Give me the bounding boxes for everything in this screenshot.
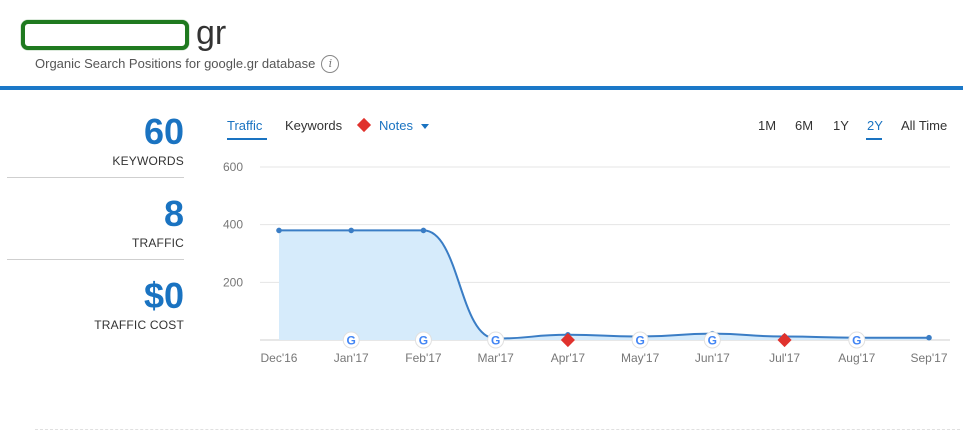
x-tick-label: Apr'17 bbox=[551, 351, 586, 365]
kpi-divider bbox=[7, 177, 184, 178]
range-2y[interactable]: 2Y bbox=[867, 118, 883, 133]
google-update-icon: G bbox=[419, 334, 428, 348]
info-icon[interactable]: i bbox=[321, 55, 340, 73]
x-tick-label: Aug'17 bbox=[838, 351, 875, 365]
kpi-traffic[interactable]: 8 TRAFFIC bbox=[7, 193, 184, 251]
google-update-icon: G bbox=[635, 334, 644, 348]
x-tick-label: Feb'17 bbox=[405, 351, 442, 365]
chevron-down-icon[interactable] bbox=[421, 124, 429, 129]
bottom-divider bbox=[35, 429, 960, 430]
data-point bbox=[926, 334, 932, 341]
kpi-keywords[interactable]: 60 KEYWORDS bbox=[7, 111, 184, 169]
google-update-marker-bg bbox=[487, 331, 505, 349]
redacted-domain-box bbox=[21, 20, 189, 50]
google-update-icon: G bbox=[708, 334, 717, 348]
domain-title-suffix: gr bbox=[196, 14, 227, 52]
x-tick-label: Jul'17 bbox=[769, 351, 800, 365]
x-tick-label: Dec'16 bbox=[261, 351, 298, 365]
y-tick-label: 600 bbox=[223, 160, 243, 174]
google-update-marker-bg bbox=[342, 331, 360, 349]
subtitle-text: Organic Search Positions for google.gr d… bbox=[35, 56, 316, 71]
note-marker-icon bbox=[560, 332, 575, 348]
google-update-icon: G bbox=[491, 334, 500, 348]
tab-traffic[interactable]: Traffic bbox=[227, 118, 263, 133]
google-update-icon: G bbox=[347, 334, 356, 348]
range-1y[interactable]: 1Y bbox=[833, 118, 849, 133]
range-6m[interactable]: 6M bbox=[795, 118, 814, 133]
kpi-traffic-label: TRAFFIC bbox=[131, 236, 184, 250]
google-update-marker-bg bbox=[703, 331, 721, 349]
google-update-icon: G bbox=[852, 334, 861, 348]
range-all-time[interactable]: All Time bbox=[901, 118, 948, 133]
tab-notes[interactable]: Notes bbox=[379, 118, 413, 133]
data-point bbox=[348, 227, 355, 234]
kpi-keywords-value: 60 bbox=[143, 111, 184, 152]
data-point bbox=[276, 227, 282, 234]
range-1m[interactable]: 1M bbox=[758, 118, 777, 133]
x-tick-label: Jan'17 bbox=[334, 351, 369, 365]
kpi-traffic-value: 8 bbox=[163, 193, 184, 234]
google-update-marker-bg bbox=[848, 331, 866, 349]
kpi-divider bbox=[7, 259, 184, 260]
kpi-traffic-cost[interactable]: $0 TRAFFIC COST bbox=[7, 275, 184, 333]
series-area bbox=[279, 230, 929, 340]
x-tick-label: Mar'17 bbox=[478, 351, 515, 365]
google-update-marker-bg bbox=[414, 331, 432, 349]
series-line bbox=[278, 229, 929, 340]
data-point bbox=[420, 227, 427, 234]
google-update-marker-bg bbox=[631, 331, 649, 349]
x-tick-label: Jun'17 bbox=[695, 351, 730, 365]
x-tick-label: May'17 bbox=[621, 351, 660, 365]
page-subtitle: Organic Search Positions for google.gr d… bbox=[35, 55, 340, 73]
tab-traffic-underline bbox=[227, 138, 267, 140]
kpi-traffic-cost-value: $0 bbox=[143, 275, 184, 316]
x-tick-label: Sep'17 bbox=[911, 351, 948, 365]
header-rule bbox=[0, 86, 963, 90]
y-tick-label: 200 bbox=[223, 275, 243, 289]
y-tick-label: 400 bbox=[223, 218, 243, 232]
range-2y-underline bbox=[866, 138, 882, 140]
kpi-keywords-label: KEYWORDS bbox=[112, 154, 184, 168]
note-marker-icon bbox=[777, 332, 792, 348]
tab-keywords[interactable]: Keywords bbox=[285, 118, 343, 133]
kpi-traffic-cost-label: TRAFFIC COST bbox=[94, 318, 184, 332]
